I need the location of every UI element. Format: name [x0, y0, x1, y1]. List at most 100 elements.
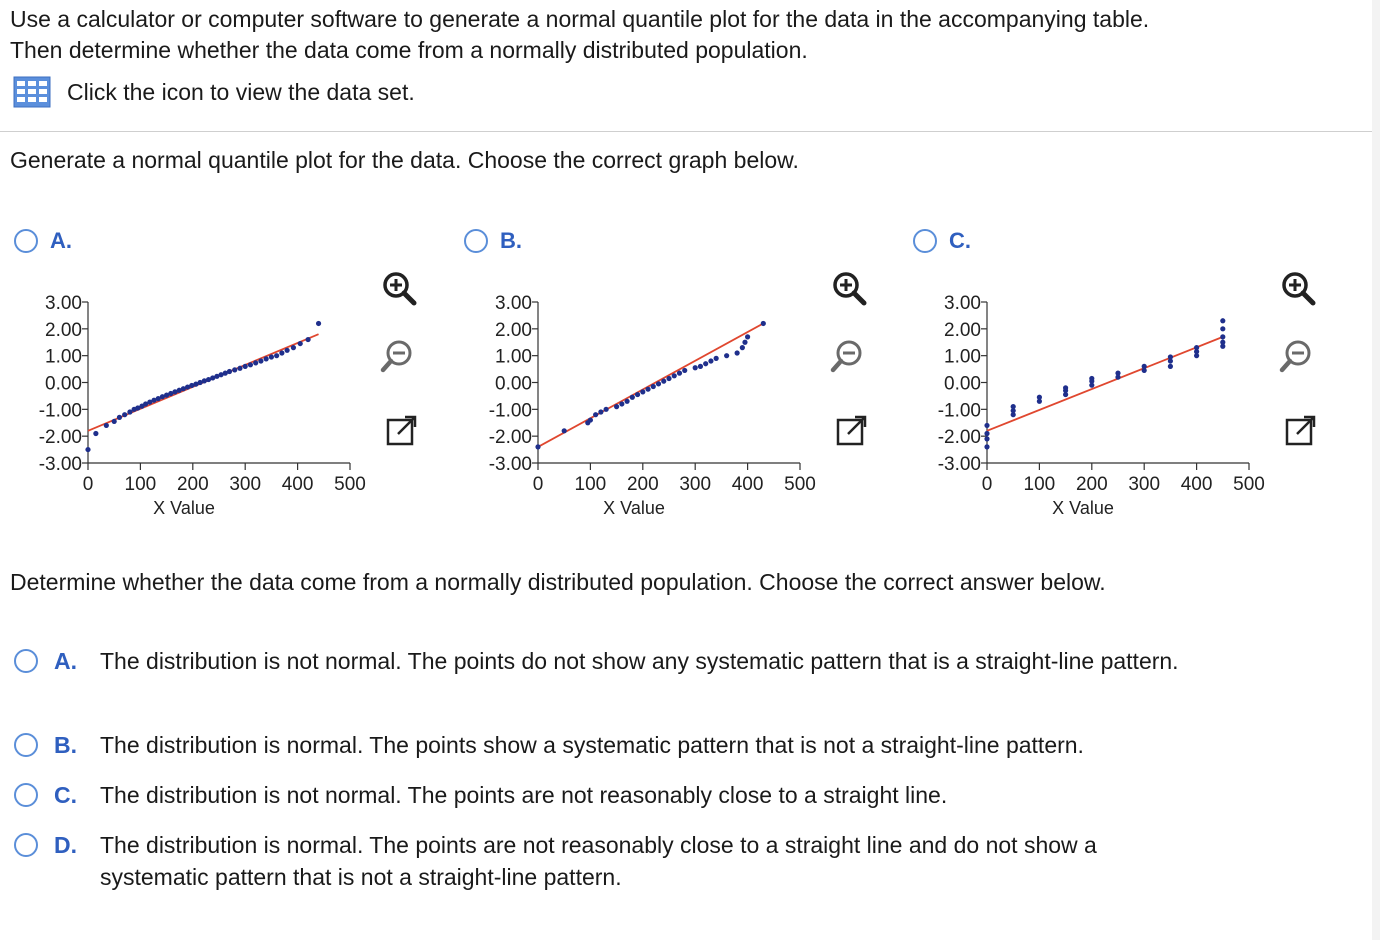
x-tick-label: 400	[282, 474, 314, 495]
data-point	[1115, 370, 1121, 376]
open-external-icon[interactable]	[382, 410, 424, 452]
data-point	[1036, 398, 1042, 404]
x-axis-label: X Value	[603, 498, 665, 518]
data-point	[984, 430, 990, 437]
fit-line	[537, 322, 764, 448]
data-point	[1220, 318, 1226, 324]
data-point	[1194, 345, 1200, 351]
y-tick-label: 2.00	[45, 320, 82, 341]
zoom-in-icon[interactable]	[1277, 268, 1319, 310]
part1-prompt: Generate a normal quantile plot for the …	[10, 147, 799, 173]
answer-option-a[interactable]: A. The distribution is not normal. The p…	[14, 645, 1340, 677]
x-tick-label: 500	[1233, 474, 1265, 495]
zoom-in-icon[interactable]	[378, 268, 420, 310]
radio-button[interactable]	[14, 783, 38, 807]
data-point	[1010, 404, 1016, 410]
answer-option-d[interactable]: D. The distribution is normal. The point…	[14, 829, 1110, 893]
data-point	[603, 406, 609, 412]
y-tick-label: -1.00	[39, 400, 82, 421]
question-line-1: Use a calculator or computer software to…	[10, 6, 1150, 32]
part2-prompt: Determine whether the data come from a n…	[10, 569, 1106, 595]
question-line-2: Then determine whether the data come fro…	[10, 37, 808, 63]
x-tick-label: 100	[1024, 474, 1056, 495]
data-point	[742, 339, 748, 345]
radio-button[interactable]	[14, 649, 38, 673]
radio-button[interactable]	[464, 229, 488, 253]
data-point	[155, 396, 161, 402]
x-tick-label: 400	[732, 474, 764, 495]
data-point	[629, 394, 635, 400]
data-point	[184, 384, 191, 390]
data-point	[1010, 408, 1016, 414]
zoom-in-icon[interactable]	[828, 268, 870, 310]
radio-button[interactable]	[14, 229, 38, 253]
data-point	[598, 409, 604, 415]
data-point	[226, 368, 233, 375]
option-letter: A.	[50, 228, 72, 253]
data-point	[305, 336, 311, 343]
answer-text: The distribution is normal. The points s…	[100, 732, 1084, 758]
data-point	[703, 361, 709, 367]
quantile-plot-c: 3.00 2.00 1.00 0.00 -1.00 -2.00 -3.000 100 200 30…	[938, 293, 1265, 518]
y-tick-label: -1.00	[489, 400, 532, 421]
radio-button[interactable]	[14, 733, 38, 757]
x-tick-label: 100	[575, 474, 607, 495]
zoom-out-icon[interactable]	[1277, 336, 1319, 378]
y-tick-label: -3.00	[39, 454, 82, 475]
data-point	[1010, 412, 1016, 418]
answer-option-b[interactable]: B. The distribution is normal. The point…	[14, 729, 1340, 761]
data-point	[315, 320, 322, 327]
view-data-link[interactable]: Click the icon to view the data set.	[13, 76, 415, 108]
graph-option-c[interactable]: C.	[913, 228, 971, 254]
data-point	[1089, 375, 1095, 382]
data-point	[1194, 353, 1200, 359]
graph-option-b[interactable]: B.	[464, 228, 522, 254]
y-tick-label: -3.00	[489, 454, 532, 475]
data-point	[172, 389, 178, 395]
zoom-out-icon[interactable]	[378, 336, 420, 378]
data-point	[263, 356, 269, 362]
answer-letter: D.	[54, 832, 77, 858]
data-point	[237, 365, 243, 371]
answer-option-c[interactable]: C. The distribution is not normal. The p…	[14, 779, 1340, 811]
x-tick-label: 200	[177, 474, 209, 495]
data-point	[218, 372, 224, 378]
option-letter: C.	[949, 228, 971, 253]
data-point	[676, 370, 683, 376]
table-grid-icon[interactable]	[13, 76, 51, 108]
data-point	[111, 418, 117, 425]
data-point	[1220, 334, 1226, 340]
radio-button[interactable]	[913, 229, 937, 253]
data-point	[268, 354, 274, 360]
open-external-icon[interactable]	[1281, 410, 1323, 452]
data-point	[180, 386, 186, 392]
data-point	[614, 404, 620, 410]
data-point	[159, 394, 166, 400]
data-point	[734, 350, 740, 356]
radio-button[interactable]	[14, 833, 38, 857]
data-point	[135, 405, 141, 411]
scrollbar-track[interactable]	[1372, 0, 1380, 940]
open-external-icon[interactable]	[832, 410, 874, 452]
data-point	[232, 367, 238, 373]
x-tick-label: 500	[784, 474, 816, 495]
data-point	[655, 381, 662, 387]
y-tick-label: 1.00	[45, 347, 82, 368]
data-point	[1220, 343, 1226, 349]
data-point	[661, 378, 667, 384]
data-point	[1167, 358, 1173, 364]
data-point	[984, 444, 990, 450]
y-tick-label: 2.00	[944, 320, 981, 341]
data-point	[197, 379, 203, 386]
answer-letter: B.	[54, 732, 77, 758]
data-point	[1220, 339, 1226, 345]
view-data-label[interactable]: Click the icon to view the data set.	[67, 78, 415, 105]
graph-option-a[interactable]: A.	[14, 228, 72, 254]
y-tick-label: 1.00	[495, 347, 532, 368]
answer-text: The distribution is not normal. The poin…	[100, 782, 948, 808]
y-tick-label: -2.00	[489, 427, 532, 448]
data-point	[93, 430, 99, 437]
x-tick-label: 200	[627, 474, 659, 495]
data-point	[253, 360, 259, 366]
zoom-out-icon[interactable]	[828, 336, 870, 378]
